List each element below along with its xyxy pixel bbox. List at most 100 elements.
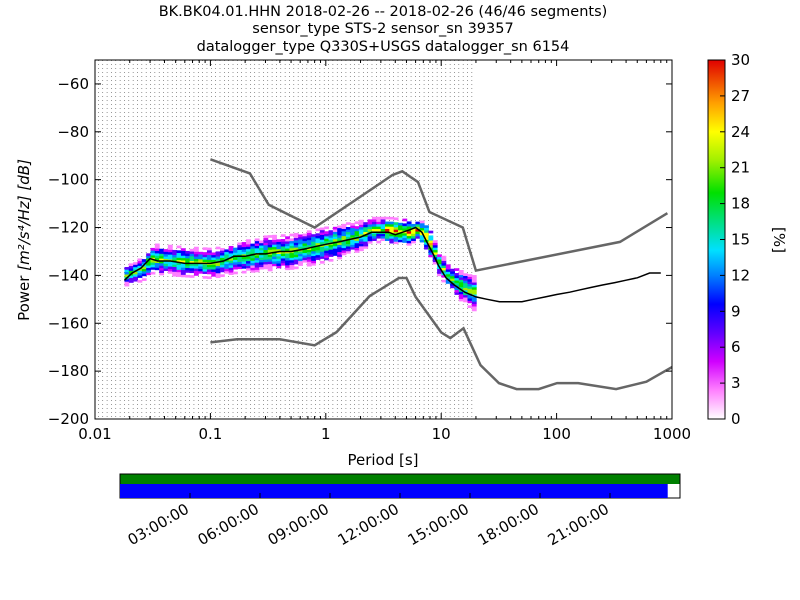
heat-cell bbox=[263, 256, 269, 260]
heat-cell bbox=[241, 261, 247, 264]
heat-cell bbox=[172, 254, 178, 258]
heat-cell bbox=[398, 237, 403, 240]
heat-cell bbox=[354, 233, 360, 237]
heat-cell bbox=[219, 257, 225, 261]
heat-cell bbox=[458, 281, 464, 285]
heat-cell bbox=[215, 251, 221, 255]
heat-cell bbox=[198, 259, 204, 262]
heat-cell bbox=[306, 263, 312, 267]
heat-cell bbox=[172, 271, 178, 275]
heat-cell bbox=[189, 256, 195, 259]
heat-cell bbox=[363, 236, 369, 240]
heat-cell bbox=[267, 259, 273, 262]
colorbar-tick-label: 21 bbox=[731, 159, 750, 177]
heat-cell bbox=[219, 264, 225, 268]
heat-cell bbox=[180, 257, 186, 261]
heat-cell bbox=[367, 240, 373, 244]
heat-cell bbox=[167, 263, 173, 267]
heat-cell bbox=[141, 259, 147, 262]
heat-cell bbox=[189, 265, 195, 269]
heat-cell bbox=[341, 223, 347, 227]
heat-cell bbox=[146, 272, 152, 276]
heat-cell bbox=[172, 266, 178, 270]
heat-cell bbox=[354, 240, 360, 244]
heat-cell bbox=[332, 226, 338, 230]
heat-cell bbox=[332, 253, 338, 256]
heat-cell bbox=[293, 237, 299, 241]
heat-cell bbox=[354, 221, 360, 225]
heat-cell bbox=[419, 220, 425, 224]
heat-cell bbox=[393, 241, 399, 245]
heat-cell bbox=[172, 259, 178, 263]
heat-cell bbox=[241, 256, 247, 260]
heat-cell bbox=[259, 240, 264, 244]
heat-cell bbox=[419, 234, 425, 238]
heat-cell bbox=[437, 268, 442, 272]
heat-cell bbox=[441, 265, 447, 269]
heat-cell bbox=[471, 296, 477, 300]
heat-cell bbox=[454, 275, 460, 279]
heat-cell bbox=[163, 268, 169, 271]
heat-cell bbox=[345, 243, 351, 247]
heat-cell bbox=[193, 263, 199, 267]
heat-cell bbox=[250, 250, 256, 254]
heat-cell bbox=[398, 232, 403, 236]
heat-cell bbox=[246, 246, 251, 250]
heat-cell bbox=[332, 236, 338, 240]
heat-cell bbox=[419, 237, 425, 241]
heat-cell bbox=[215, 275, 221, 279]
heat-cell bbox=[154, 245, 160, 249]
heat-cell bbox=[246, 256, 251, 259]
heat-cell bbox=[358, 231, 364, 235]
heat-cell bbox=[402, 235, 408, 239]
heat-cell bbox=[163, 258, 169, 262]
heat-cell bbox=[193, 270, 199, 274]
heat-cell bbox=[424, 234, 429, 238]
heat-cell bbox=[154, 257, 160, 261]
heat-cell bbox=[324, 245, 330, 249]
heat-cell bbox=[324, 233, 330, 237]
x-tick-label: 0.1 bbox=[198, 425, 222, 443]
heat-cell bbox=[380, 221, 386, 225]
heat-cell bbox=[154, 248, 160, 252]
heat-cell bbox=[463, 282, 469, 286]
heat-cell bbox=[241, 249, 247, 252]
heat-cell bbox=[285, 255, 290, 259]
y-tick-label: −180 bbox=[48, 362, 89, 380]
heat-cell bbox=[437, 273, 442, 277]
heat-cell bbox=[241, 270, 247, 274]
heat-cell bbox=[328, 235, 334, 238]
heat-cell bbox=[206, 257, 212, 260]
y-tick-label: −80 bbox=[57, 123, 89, 141]
heat-cell bbox=[471, 303, 477, 307]
heat-cell bbox=[463, 290, 469, 293]
heat-cell bbox=[254, 250, 260, 254]
heat-cell bbox=[289, 252, 295, 256]
heat-cell bbox=[285, 253, 290, 256]
heat-cell bbox=[172, 264, 178, 268]
heat-cell bbox=[189, 253, 195, 257]
heat-cell bbox=[328, 258, 334, 262]
heat-cell bbox=[150, 252, 156, 256]
heat-cell bbox=[133, 266, 138, 270]
x-tick-label: 1 bbox=[321, 425, 331, 443]
heat-cell bbox=[276, 263, 282, 266]
heat-cell bbox=[315, 247, 321, 251]
heat-cell bbox=[415, 221, 421, 225]
heat-cell bbox=[424, 232, 429, 236]
heat-cell bbox=[458, 272, 464, 276]
heat-cell bbox=[441, 262, 447, 266]
heat-cell bbox=[167, 261, 173, 265]
heat-cell bbox=[315, 233, 321, 236]
heat-cell bbox=[358, 226, 364, 230]
heat-cell bbox=[289, 238, 295, 242]
heat-cell bbox=[154, 253, 160, 256]
heat-cell bbox=[267, 249, 273, 253]
title-line-1: BK.BK04.01.HHN 2018-02-26 -- 2018-02-26 … bbox=[159, 4, 608, 20]
colorbar-ticks: 0 3 6 9 12 15 18 21 24 27 30 bbox=[720, 51, 750, 428]
heat-cell bbox=[276, 248, 282, 252]
heat-cell bbox=[280, 241, 286, 245]
heat-cell bbox=[189, 260, 195, 264]
heat-cell bbox=[428, 254, 434, 258]
heat-cell bbox=[289, 264, 295, 268]
